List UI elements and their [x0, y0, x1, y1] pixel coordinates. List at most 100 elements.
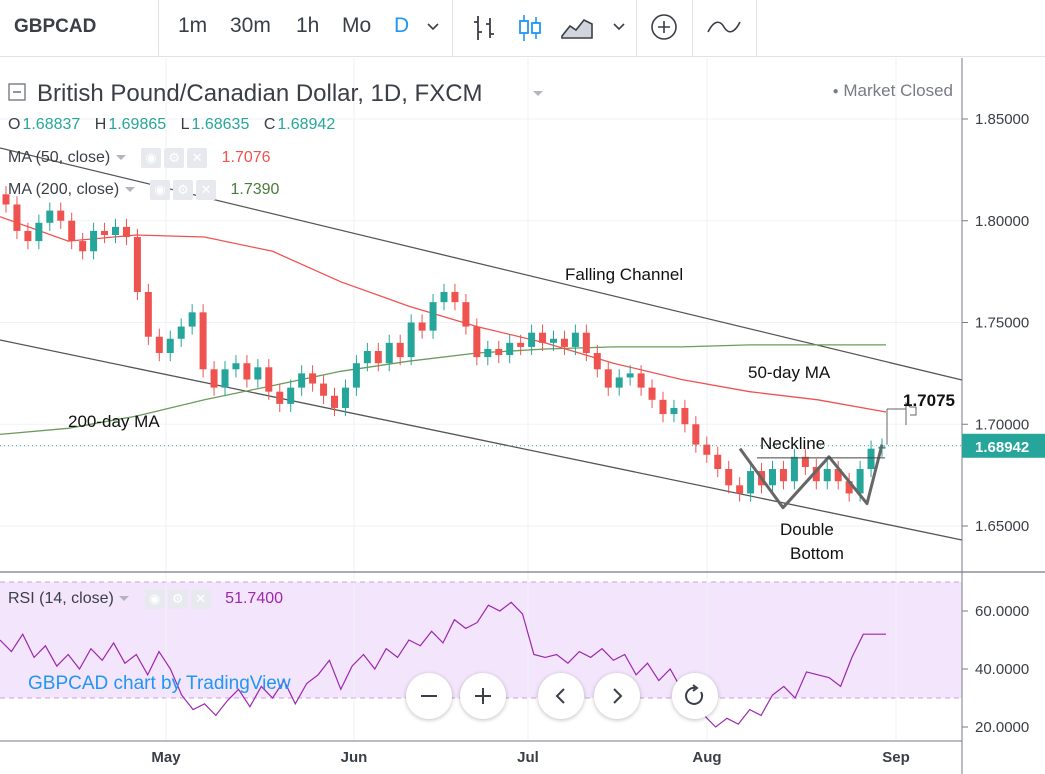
candle-body: [407, 322, 415, 358]
rsi-line: [0, 601, 886, 728]
candle-body: [155, 336, 163, 354]
candle-body: [506, 342, 514, 356]
candle-body: [112, 226, 119, 235]
candle-body: [495, 348, 503, 356]
reset-chart-button[interactable]: [672, 673, 718, 719]
chevron-down-icon[interactable]: [612, 22, 626, 32]
candle-body: [210, 369, 218, 388]
interval-1h-button[interactable]: 1h: [296, 14, 320, 37]
candle-body: [560, 338, 568, 347]
gear-icon[interactable]: ⚙: [164, 148, 185, 168]
candle-body: [177, 326, 185, 339]
close-icon[interactable]: ✕: [196, 180, 217, 200]
candle-body: [418, 322, 426, 331]
gear-icon[interactable]: ⚙: [167, 589, 188, 609]
ma50-legend[interactable]: MA (50, close) ◉ ⚙ ✕ 1.7076: [8, 148, 271, 168]
add-indicator-icon[interactable]: [650, 13, 678, 41]
candle-body: [692, 424, 700, 445]
high-label: H: [94, 116, 107, 133]
candle-body: [13, 204, 21, 231]
candle-body: [725, 469, 733, 486]
symbol-name[interactable]: GBPCAD: [14, 16, 97, 37]
interval-day-button[interactable]: D: [394, 14, 410, 37]
eye-icon[interactable]: ◉: [150, 180, 171, 200]
candle-body: [429, 302, 437, 331]
close-icon[interactable]: ✕: [190, 589, 211, 609]
chevron-down-icon[interactable]: [124, 186, 136, 194]
ma200-line: [0, 344, 886, 436]
candle-body: [582, 332, 590, 354]
x-tick-label: Jun: [341, 749, 368, 766]
ma200-value: 1.7390: [230, 181, 280, 199]
annotation-label: 50-day MA: [748, 363, 831, 382]
annotation-label: Neckline: [760, 434, 825, 453]
rsi-legend[interactable]: RSI (14, close) ◉ ⚙ ✕ 51.7400: [8, 589, 283, 609]
candle-body: [265, 367, 273, 392]
scroll-right-button[interactable]: [594, 673, 640, 719]
candle-body: [462, 302, 470, 327]
interval-month-button[interactable]: Mo: [342, 14, 372, 37]
candle-body: [243, 363, 251, 380]
candle-body: [221, 369, 229, 388]
watermark[interactable]: GBPCAD chart by TradingView: [28, 673, 291, 694]
scroll-left-button[interactable]: [538, 673, 584, 719]
chevron-down-icon[interactable]: [426, 22, 440, 32]
bar-chart-icon[interactable]: [472, 14, 498, 42]
ma50-value: 1.7076: [221, 149, 271, 167]
collapse-icon[interactable]: [8, 83, 26, 101]
candle-body: [79, 241, 87, 252]
candle-body: [298, 373, 306, 388]
candle-body: [46, 210, 54, 223]
rsi-tick-label: 20.0000: [975, 719, 1029, 736]
gear-icon[interactable]: ⚙: [173, 180, 194, 200]
plus-icon: [475, 688, 491, 704]
zoom-out-button[interactable]: [406, 673, 452, 719]
toolbar-divider: [756, 0, 757, 56]
chevron-down-icon[interactable]: [118, 595, 130, 603]
eye-icon[interactable]: ◉: [141, 148, 162, 168]
candle-body: [615, 377, 623, 388]
annotation-label: 200-day MA: [68, 412, 160, 431]
candle-body: [823, 469, 831, 482]
rsi-path: [0, 601, 886, 728]
candle-body: [199, 312, 207, 370]
candle-body: [801, 456, 809, 467]
chevron-left-icon: [555, 688, 565, 704]
eye-icon[interactable]: ◉: [144, 589, 165, 609]
low-value: 1.68635: [191, 116, 250, 133]
candle-body: [320, 383, 328, 396]
interval-1m-button[interactable]: 1m: [178, 14, 208, 37]
interval-30m-button[interactable]: 30m: [230, 14, 271, 37]
last-price-label: 1.68942: [975, 439, 1029, 456]
market-status-text: Market Closed: [843, 81, 953, 100]
candle-body: [374, 350, 382, 364]
candle-body: [276, 391, 284, 404]
toolbar-divider: [692, 0, 693, 56]
candle-body: [473, 326, 481, 358]
candle-body: [867, 448, 875, 470]
area-chart-icon[interactable]: [560, 14, 594, 42]
x-tick-label: Jul: [517, 749, 539, 766]
candle-body: [703, 444, 711, 455]
close-icon[interactable]: ✕: [187, 148, 208, 168]
y-tick-label: 1.85000: [975, 111, 1029, 128]
x-tick-label: Sep: [882, 749, 910, 766]
candles-icon[interactable]: [516, 14, 544, 42]
open-value: 1.68837: [22, 116, 81, 133]
close-label: C: [263, 116, 276, 133]
chevron-down-icon[interactable]: [532, 90, 544, 98]
candle-body: [331, 395, 338, 408]
candle-body: [812, 466, 820, 482]
candle-body: [714, 454, 722, 470]
ma200-legend[interactable]: MA (200, close) ◉ ⚙ ✕ 1.7390: [8, 180, 279, 200]
zoom-in-button[interactable]: [460, 673, 506, 719]
candle-body: [484, 348, 492, 358]
minus-icon: [421, 695, 437, 697]
annotation-label: Falling Channel: [565, 265, 683, 284]
candle-body: [626, 373, 634, 378]
chevron-down-icon[interactable]: [115, 154, 127, 162]
compare-icon[interactable]: [706, 16, 742, 38]
rsi-tick-label: 60.0000: [975, 603, 1029, 620]
candle-body: [440, 291, 448, 303]
y-tick-label: 1.75000: [975, 315, 1029, 332]
